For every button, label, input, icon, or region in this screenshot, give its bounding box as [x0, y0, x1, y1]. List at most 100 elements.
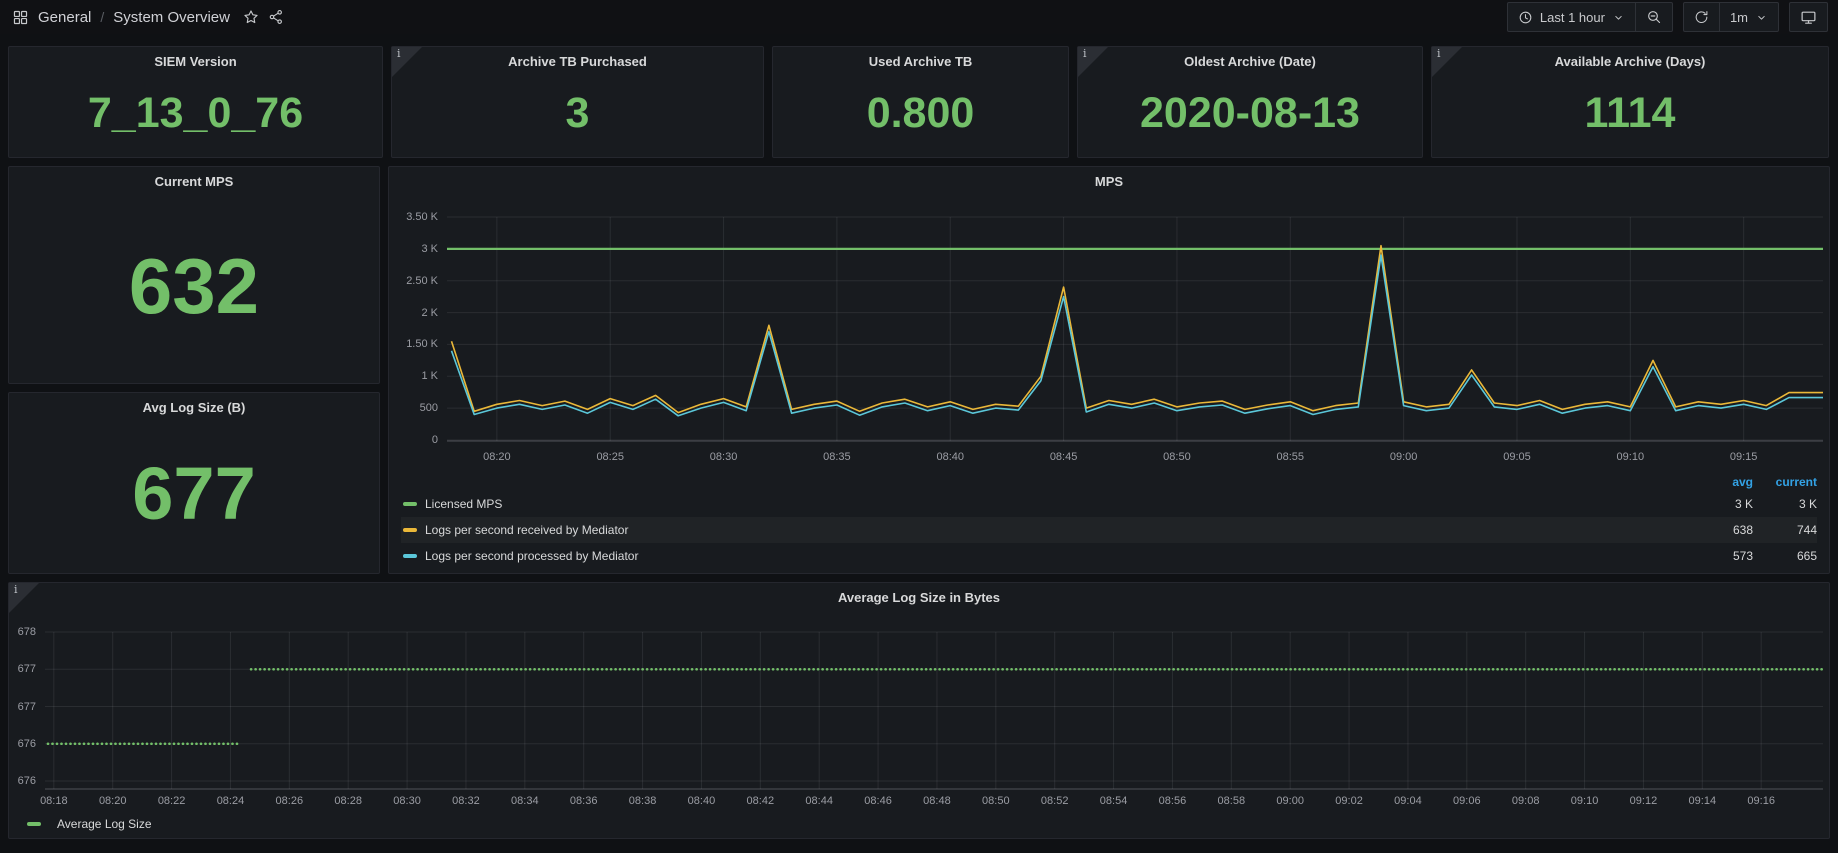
- x-axis-tick-label: 09:14: [1680, 795, 1724, 807]
- panel-title[interactable]: Oldest Archive (Date): [1078, 47, 1422, 69]
- panel-title[interactable]: MPS: [389, 167, 1829, 189]
- refresh-button[interactable]: [1683, 2, 1720, 32]
- x-axis-tick-label: 08:38: [621, 795, 665, 807]
- x-axis-tick-label: 09:06: [1445, 795, 1489, 807]
- x-axis-tick-label: 09:00: [1268, 795, 1312, 807]
- dashboard-canvas: SIEM Version 7_13_0_76 i Archive TB Purc…: [0, 34, 1838, 847]
- legend-row-processed[interactable]: Logs per second processed by Mediator 57…: [401, 543, 1817, 569]
- panel-available-archive-days: i Available Archive (Days) 1114: [1431, 46, 1829, 158]
- x-axis-tick-label: 08:55: [1260, 451, 1320, 463]
- x-axis-tick-label: 08:58: [1209, 795, 1253, 807]
- stat-value: 1114: [1432, 69, 1828, 157]
- legend-current-value: 665: [1753, 549, 1817, 563]
- panel-title[interactable]: Avg Log Size (B): [9, 393, 379, 415]
- x-axis-tick-label: 08:25: [580, 451, 640, 463]
- x-axis-tick-label: 08:46: [856, 795, 900, 807]
- x-axis-tick-label: 09:02: [1327, 795, 1371, 807]
- info-corner-icon[interactable]: i: [9, 583, 39, 613]
- refresh-interval-picker[interactable]: 1m: [1720, 2, 1779, 32]
- y-axis-tick-label: 677: [9, 701, 36, 713]
- legend-avg-value: 638: [1693, 523, 1753, 537]
- panel-siem-version: SIEM Version 7_13_0_76: [8, 46, 383, 158]
- dashboard-header: General / System Overview Last 1 hour: [0, 0, 1838, 34]
- panel-used-archive-tb: Used Archive TB 0.800: [772, 46, 1069, 158]
- legend-avg-value: 3 K: [1693, 497, 1753, 511]
- magnifier-minus-icon: [1646, 9, 1662, 25]
- refresh-icon: [1694, 10, 1709, 25]
- legend-avg-value: 573: [1693, 549, 1753, 563]
- avg-log-size-legend[interactable]: Average Log Size: [25, 817, 152, 831]
- y-axis-tick-label: 676: [9, 738, 36, 750]
- panel-title[interactable]: Used Archive TB: [773, 47, 1068, 69]
- x-axis-tick-label: 09:16: [1739, 795, 1783, 807]
- x-axis-tick-label: 09:04: [1386, 795, 1430, 807]
- stat-value: 3: [392, 69, 763, 157]
- series-swatch: [403, 554, 417, 558]
- time-range-picker[interactable]: Last 1 hour: [1507, 2, 1636, 32]
- time-range-label: Last 1 hour: [1540, 10, 1605, 25]
- legend-sort-current[interactable]: current: [1753, 475, 1817, 489]
- legend-current-value: 744: [1753, 523, 1817, 537]
- panel-oldest-archive-date: i Oldest Archive (Date) 2020-08-13: [1077, 46, 1423, 158]
- kiosk-mode-button[interactable]: [1789, 2, 1828, 32]
- x-axis-tick-label: 08:40: [920, 451, 980, 463]
- share-icon[interactable]: [268, 9, 284, 25]
- y-axis-tick-label: 678: [9, 626, 36, 638]
- zoom-out-button[interactable]: [1636, 2, 1673, 32]
- info-corner-icon[interactable]: i: [392, 47, 422, 77]
- y-axis-tick-label: 677: [9, 663, 36, 675]
- breadcrumb-folder[interactable]: General: [38, 9, 91, 26]
- x-axis-tick-label: 08:34: [503, 795, 547, 807]
- breadcrumb-dashboard-title[interactable]: System Overview: [113, 9, 230, 26]
- panel-title[interactable]: Available Archive (Days): [1432, 47, 1828, 69]
- mps-legend: avg current Licensed MPS 3 K 3 K Logs pe…: [401, 473, 1817, 569]
- x-axis-tick-label: 08:30: [694, 451, 754, 463]
- x-axis-tick-label: 08:26: [267, 795, 311, 807]
- series-swatch: [403, 502, 417, 506]
- x-axis-tick-label: 08:52: [1033, 795, 1077, 807]
- panel-title[interactable]: SIEM Version: [9, 47, 382, 69]
- panel-avg-log-size: Avg Log Size (B) 677: [8, 392, 380, 574]
- refresh-interval-label: 1m: [1730, 10, 1748, 25]
- favorite-star-icon[interactable]: [243, 9, 259, 25]
- x-axis-tick-label: 09:08: [1504, 795, 1548, 807]
- x-axis-tick-label: 08:44: [797, 795, 841, 807]
- x-axis-tick-label: 08:22: [150, 795, 194, 807]
- stat-value: 2020-08-13: [1078, 69, 1422, 157]
- y-axis-tick-label: 2 K: [389, 307, 438, 319]
- panel-average-log-size-chart: i Average Log Size in Bytes 08:1808:2008…: [8, 582, 1830, 839]
- x-axis-tick-label: 08:24: [208, 795, 252, 807]
- dashboards-grid-icon[interactable]: [12, 9, 29, 26]
- stat-value: 677: [9, 415, 379, 573]
- panel-mps-chart: MPS 08:2008:2508:3008:3508:4008:4508:500…: [388, 166, 1830, 574]
- y-axis-tick-label: 3.50 K: [389, 211, 438, 223]
- x-axis-tick-label: 08:30: [385, 795, 429, 807]
- legend-sort-avg[interactable]: avg: [1693, 475, 1753, 489]
- x-axis-tick-label: 08:42: [738, 795, 782, 807]
- x-axis-tick-label: 08:35: [807, 451, 867, 463]
- legend-current-value: 3 K: [1753, 497, 1817, 511]
- x-axis-tick-label: 08:50: [974, 795, 1018, 807]
- x-axis-tick-label: 09:10: [1600, 451, 1660, 463]
- y-axis-tick-label: 1 K: [389, 370, 438, 382]
- x-axis-tick-label: 08:28: [326, 795, 370, 807]
- stat-value: 632: [9, 189, 379, 383]
- panel-title[interactable]: Archive TB Purchased: [392, 47, 763, 69]
- info-corner-icon[interactable]: i: [1432, 47, 1462, 77]
- y-axis-tick-label: 500: [389, 402, 438, 414]
- monitor-icon: [1800, 9, 1817, 26]
- panel-archive-tb-purchased: i Archive TB Purchased 3: [391, 46, 764, 158]
- x-axis-tick-label: 09:05: [1487, 451, 1547, 463]
- series-swatch: [403, 528, 417, 532]
- x-axis-tick-label: 09:12: [1621, 795, 1665, 807]
- x-axis-tick-label: 08:45: [1034, 451, 1094, 463]
- legend-row-licensed-mps[interactable]: Licensed MPS 3 K 3 K: [401, 491, 1817, 517]
- panel-title[interactable]: Average Log Size in Bytes: [9, 583, 1829, 605]
- x-axis-tick-label: 09:15: [1714, 451, 1774, 463]
- panel-title[interactable]: Current MPS: [9, 167, 379, 189]
- avg-log-size-plot[interactable]: 08:1808:2008:2208:2408:2608:2808:3008:32…: [9, 583, 1829, 838]
- legend-row-received[interactable]: Logs per second received by Mediator 638…: [401, 517, 1817, 543]
- info-corner-icon[interactable]: i: [1078, 47, 1108, 77]
- y-axis-tick-label: 2.50 K: [389, 275, 438, 287]
- breadcrumb-separator: /: [100, 9, 104, 25]
